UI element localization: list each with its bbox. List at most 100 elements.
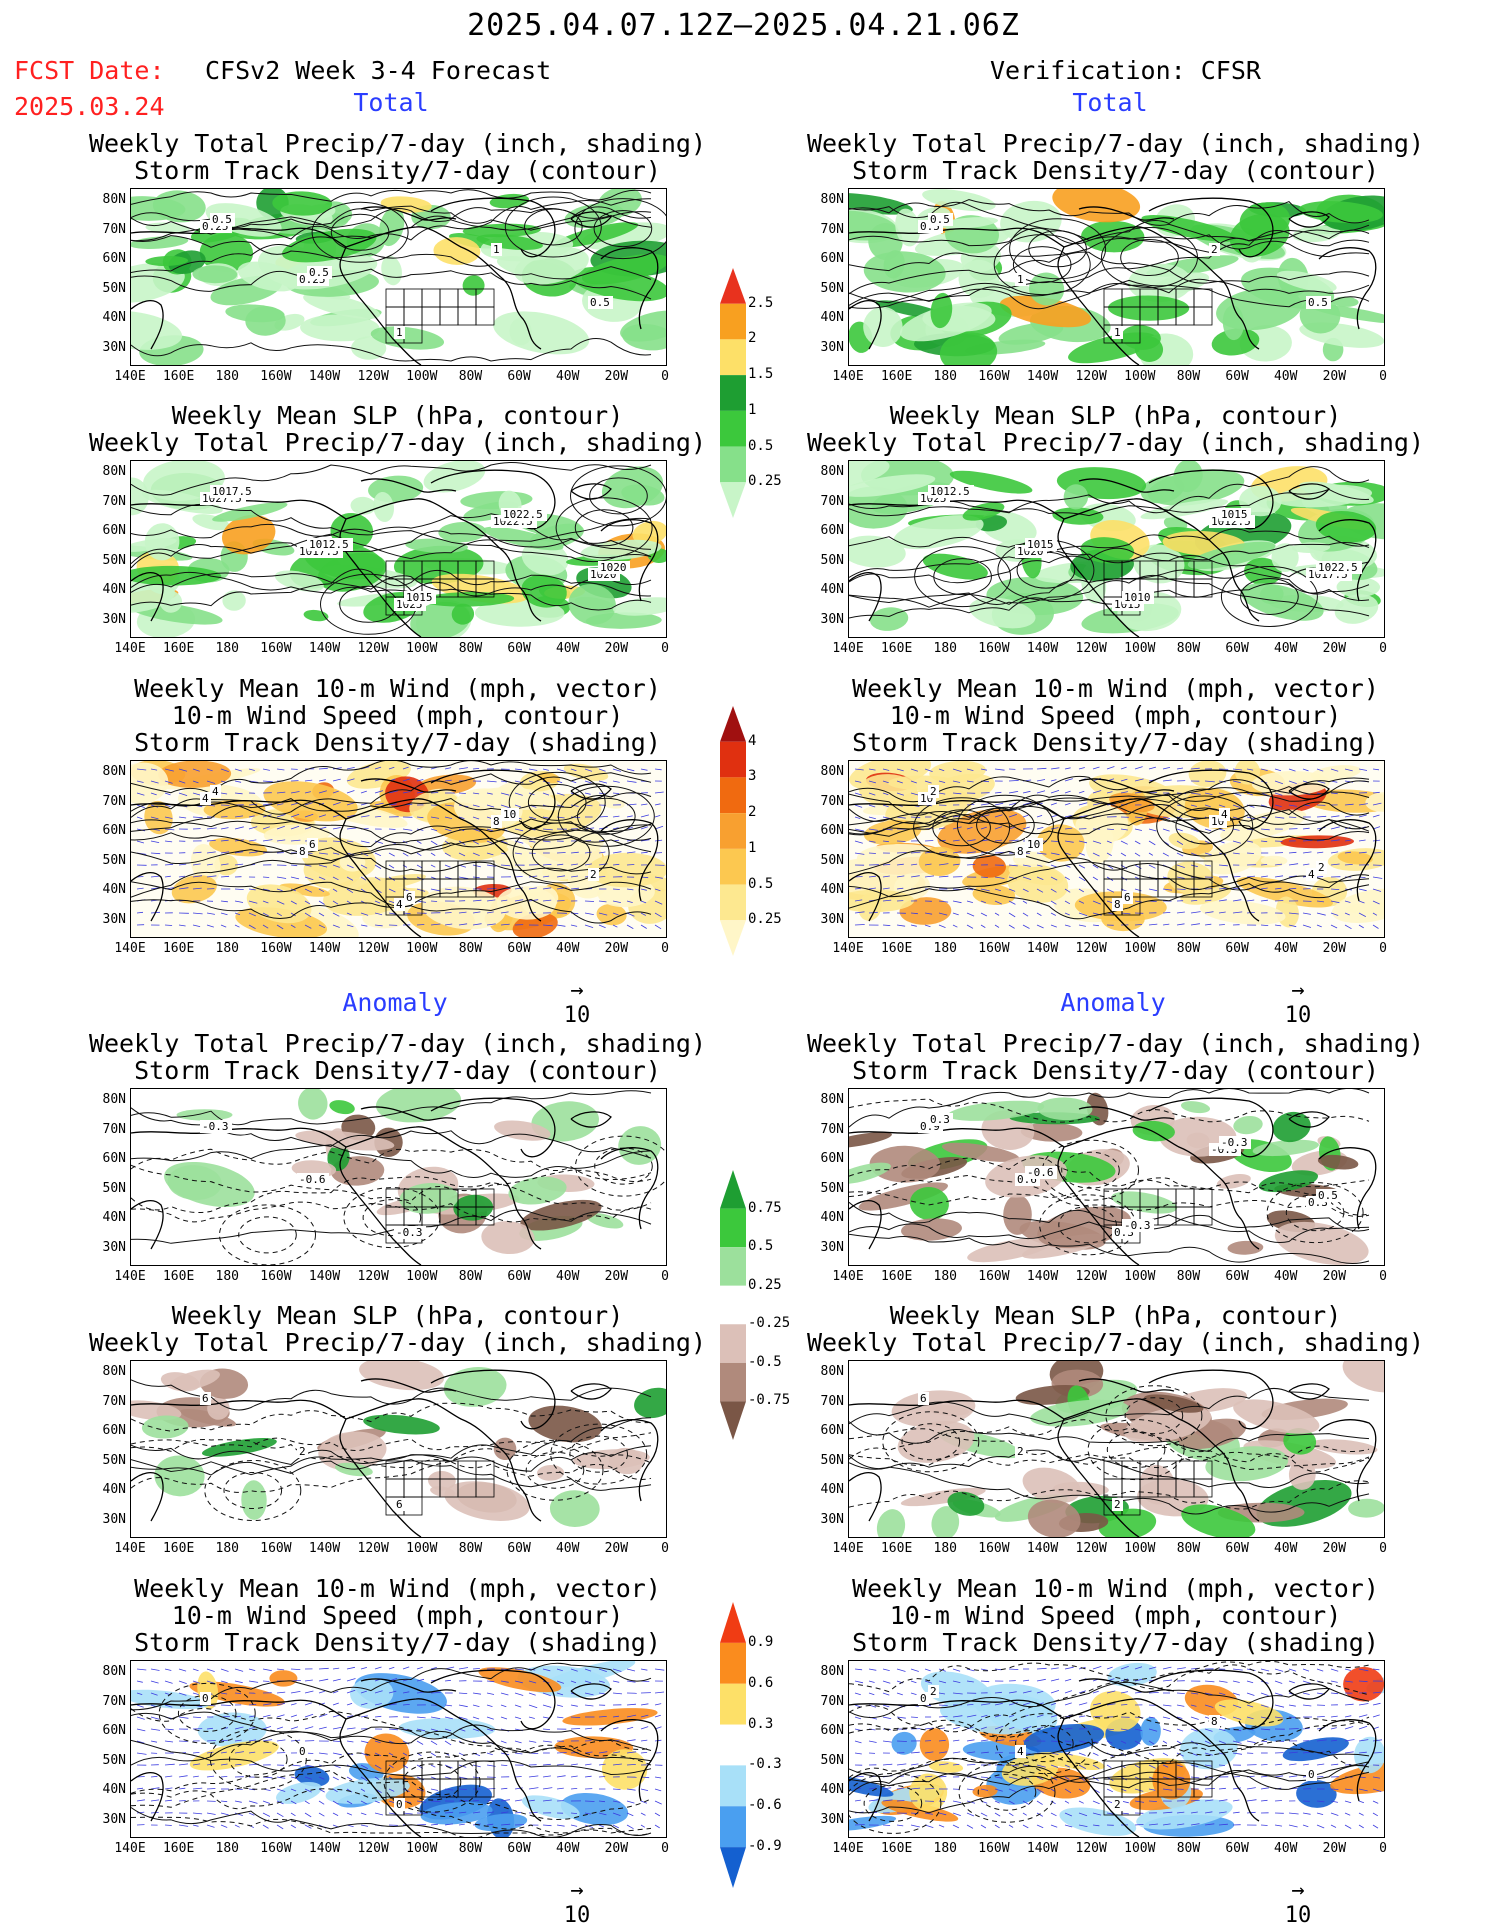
contour-label: 4 [396, 898, 403, 911]
colorbar-tick-label: -0.9 [748, 1838, 782, 1854]
wind-vector [855, 1825, 865, 1826]
lat-tick-label: 50N [88, 853, 126, 868]
contour-label: 4 [212, 785, 219, 798]
wind-vector [557, 901, 565, 902]
wind-vector [1275, 1801, 1282, 1802]
lon-tick-label: 180 [922, 941, 968, 956]
colorbar-segment [720, 885, 746, 921]
lon-tick-label: 80W [447, 1269, 493, 1284]
lon-tick-label: 0 [642, 1269, 688, 1284]
left-total-label: Total [326, 88, 456, 117]
lat-tick-label: 80N [806, 1092, 844, 1107]
lon-tick-label: 40W [1263, 369, 1309, 384]
wind-vector [1135, 925, 1142, 926]
wind-vector [897, 841, 906, 842]
lon-tick-label: 60W [496, 1541, 542, 1556]
wind-vector [939, 1705, 948, 1706]
lat-tick-label: 30N [806, 612, 844, 627]
colorbar-tick-label: 0.25 [748, 473, 782, 489]
wind-vector [557, 853, 566, 854]
wind-vector [1219, 1765, 1225, 1766]
wind-vector [277, 1753, 285, 1754]
lon-tick-label: 0 [1360, 1841, 1406, 1856]
colorbar-tick-label: -0.75 [748, 1392, 790, 1408]
colorbar-segment [720, 447, 746, 483]
lon-tick-label: 80W [447, 641, 493, 656]
lon-tick-label: 40W [1263, 1269, 1309, 1284]
lon-tick-label: 160E [874, 941, 920, 956]
lon-tick-label: 140W [1020, 1541, 1066, 1556]
contour-label: 0.5 [212, 213, 232, 226]
lon-tick-label: 120W [1068, 941, 1114, 956]
colorbar-tick-label: 1.5 [748, 366, 773, 382]
contour-label: 10 [1027, 838, 1040, 851]
wind-vector [235, 1789, 243, 1790]
colorbar-tick-label: 2.5 [748, 295, 773, 311]
lat-tick-label: 60N [88, 823, 126, 838]
colorbar-segment [720, 1209, 746, 1248]
lon-tick-label: 0 [642, 369, 688, 384]
colorbar-tick-label: 2 [748, 804, 756, 820]
panel-title-right-3-line0: Weekly Total Precip/7-day (inch, shading… [778, 1030, 1453, 1057]
lat-tick-label: 60N [88, 1151, 126, 1166]
panel-title-left-5-line1: 10-m Wind Speed (mph, contour) [60, 1602, 735, 1629]
wind-vector [445, 913, 452, 914]
lon-tick-label: 160W [253, 1541, 299, 1556]
lon-tick-label: 140W [302, 1841, 348, 1856]
lon-tick-label: 20W [1311, 641, 1357, 656]
lat-tick-label: 40N [806, 310, 844, 325]
lon-tick-label: 140W [302, 641, 348, 656]
lon-tick-label: 40W [545, 641, 591, 656]
lon-tick-label: 60W [1214, 641, 1260, 656]
lon-tick-label: 180 [204, 369, 250, 384]
vector-ref-left-anomaly: →10 [547, 1878, 607, 1928]
lon-tick-label: 120W [1068, 1541, 1114, 1556]
panel-title-right-4-line0: Weekly Mean SLP (hPa, contour) [778, 1302, 1453, 1329]
lon-tick-label: 140E [107, 641, 153, 656]
lat-tick-label: 70N [806, 1694, 844, 1709]
wind-vector [911, 1717, 918, 1718]
lon-tick-label: 100W [399, 1841, 445, 1856]
lon-tick-label: 140E [825, 1541, 871, 1556]
colorbar-segment [720, 375, 746, 411]
lon-tick-label: 120W [350, 1541, 396, 1556]
colorbar-tick-label: 1 [748, 402, 756, 418]
lon-tick-label: 160E [874, 1269, 920, 1284]
lon-tick-label: 140E [107, 369, 153, 384]
contour-label: 8 [493, 815, 500, 828]
lon-tick-label: 40W [545, 1269, 591, 1284]
colorbar-tick-label: 4 [748, 733, 756, 749]
lat-tick-label: 70N [806, 222, 844, 237]
lon-tick-label: 120W [350, 1841, 396, 1856]
fcst-date-label: FCST Date: [14, 56, 165, 85]
lat-tick-label: 60N [806, 823, 844, 838]
contour-label: 6 [1124, 891, 1131, 904]
lat-tick-label: 40N [806, 582, 844, 597]
lon-tick-label: 160W [971, 941, 1017, 956]
colorbar-segment [720, 777, 746, 813]
lat-tick-label: 50N [88, 1453, 126, 1468]
wind-vector [1289, 817, 1296, 818]
lon-tick-label: 100W [399, 1269, 445, 1284]
lat-tick-label: 30N [88, 1240, 126, 1255]
contour-label: -0.3 [396, 1226, 423, 1239]
contour-label: 8 [299, 845, 306, 858]
lon-tick-label: 80W [447, 1541, 493, 1556]
lat-tick-label: 80N [88, 1092, 126, 1107]
lat-tick-label: 40N [806, 1210, 844, 1225]
panel-title-right-0-line1: Storm Track Density/7-day (contour) [778, 157, 1453, 184]
lon-tick-label: 80W [447, 1841, 493, 1856]
lat-tick-label: 80N [806, 192, 844, 207]
lon-tick-label: 140W [302, 1541, 348, 1556]
lat-tick-label: 70N [806, 1394, 844, 1409]
lat-tick-label: 50N [806, 1453, 844, 1468]
contour-label: 0.5 [590, 296, 610, 309]
panel-title-left-0-line0: Weekly Total Precip/7-day (inch, shading… [60, 130, 735, 157]
contour-label: 0.5 [1308, 296, 1328, 309]
lat-tick-label: 50N [88, 1181, 126, 1196]
wind-vector [925, 841, 933, 842]
